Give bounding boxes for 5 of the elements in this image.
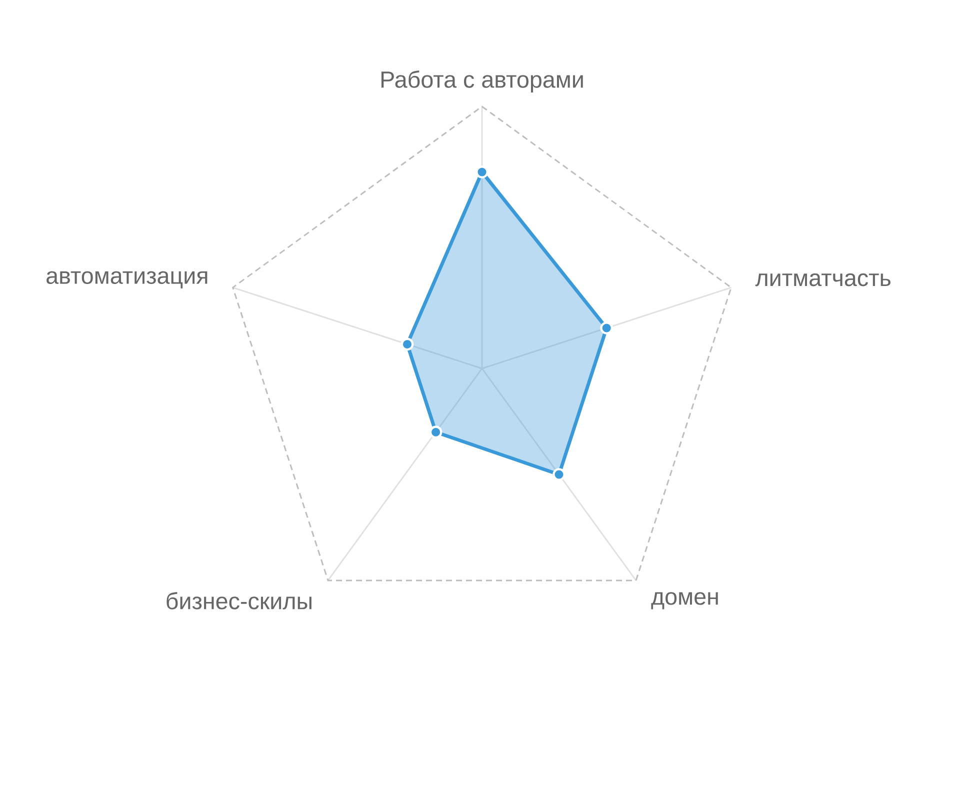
spoke-label: литматчасть	[755, 273, 890, 286]
spoke-label: бизнес-скилы	[166, 592, 312, 610]
spoke-label: домен	[651, 592, 718, 610]
spoke-label: Работа с авторами	[381, 70, 583, 92]
spoke-label: автоматизация	[46, 271, 208, 288]
